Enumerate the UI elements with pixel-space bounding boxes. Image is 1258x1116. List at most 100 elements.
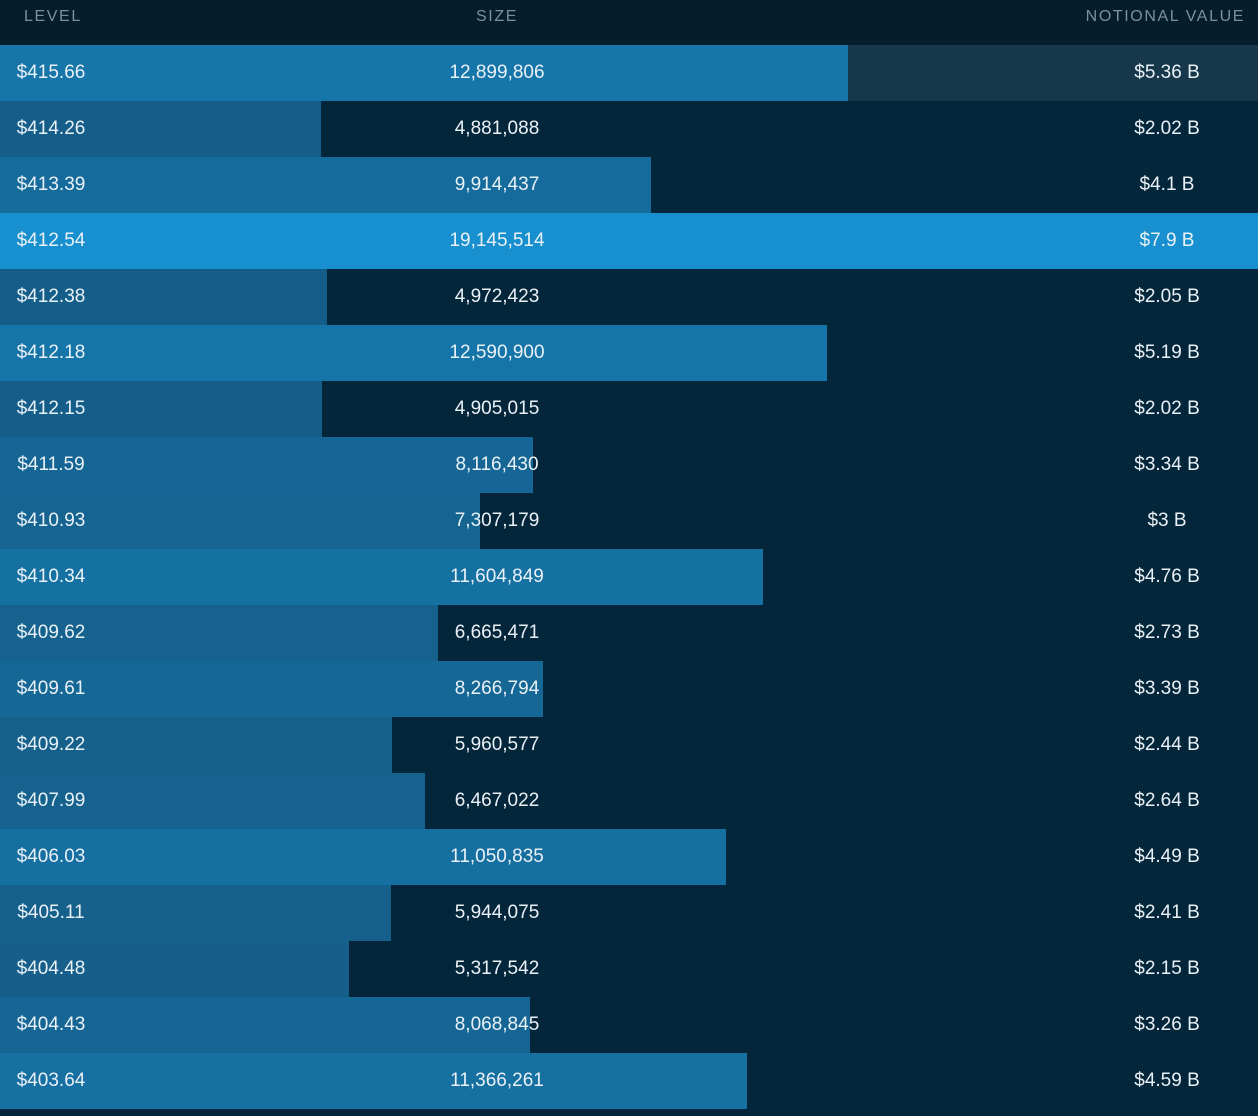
table-row[interactable]: $409.22 5,960,577 $2.44 B: [0, 717, 1258, 773]
size-cell: 11,050,835: [450, 846, 544, 867]
table-row[interactable]: $409.62 6,665,471 $2.73 B: [0, 605, 1258, 661]
notional-value-cell: $2.73 B: [1134, 622, 1200, 643]
table-row[interactable]: $404.43 8,068,845 $3.26 B: [0, 997, 1258, 1053]
level-cell: $415.66: [16, 62, 86, 83]
size-cell: 5,944,075: [454, 902, 540, 923]
size-depth-bar: [0, 381, 322, 437]
level-cell: $406.03: [16, 846, 86, 867]
table-row[interactable]: $412.38 4,972,423 $2.05 B: [0, 269, 1258, 325]
table-row[interactable]: $414.26 4,881,088 $2.02 B: [0, 101, 1258, 157]
level-cell: $411.59: [17, 454, 85, 475]
level-cell: $412.18: [16, 342, 86, 363]
table-header: LEVEL SIZE NOTIONAL VALUE: [0, 0, 1258, 45]
size-cell: 7,307,179: [454, 510, 540, 531]
size-depth-bar: [0, 773, 425, 829]
table-body: $415.66 12,899,806 $5.36 B $414.26 4,881,088…: [0, 45, 1258, 1109]
notional-value-cell: $5.36 B: [1134, 62, 1200, 83]
notional-value-cell: $3.39 B: [1134, 678, 1200, 699]
column-header-notional-value[interactable]: NOTIONAL VALUE: [1085, 8, 1245, 25]
level-cell: $409.22: [16, 734, 86, 755]
size-depth-bar: [0, 717, 392, 773]
table-row[interactable]: $405.11 5,944,075 $2.41 B: [0, 885, 1258, 941]
size-depth-bar: [0, 101, 321, 157]
notional-value-cell: $2.44 B: [1134, 734, 1200, 755]
level-cell: $414.26: [16, 118, 86, 139]
size-cell: 8,266,794: [454, 678, 540, 699]
table-row[interactable]: $415.66 12,899,806 $5.36 B: [0, 45, 1258, 101]
level-cell: $412.38: [16, 286, 86, 307]
size-depth-bar: [0, 997, 530, 1053]
notional-value-cell: $2.02 B: [1134, 398, 1200, 419]
size-cell: 6,467,022: [454, 790, 540, 811]
table-row[interactable]: $410.34 11,604,849 $4.76 B: [0, 549, 1258, 605]
notional-value-cell: $4.59 B: [1134, 1070, 1200, 1091]
size-cell: 9,914,437: [454, 174, 540, 195]
size-cell: 4,881,088: [454, 118, 540, 139]
size-depth-bar: [0, 493, 480, 549]
table-row[interactable]: $409.61 8,266,794 $3.39 B: [0, 661, 1258, 717]
notional-value-cell: $2.64 B: [1134, 790, 1200, 811]
level-cell: $412.54: [16, 230, 86, 251]
table-row[interactable]: $403.64 11,366,261 $4.59 B: [0, 1053, 1258, 1109]
size-depth-bar: [0, 549, 763, 605]
notional-value-cell: $4.1 B: [1139, 174, 1195, 195]
table-row[interactable]: $412.54 19,145,514 $7.9 B: [0, 213, 1258, 269]
level-cell: $412.15: [16, 398, 86, 419]
level-cell: $413.39: [16, 174, 86, 195]
column-header-level[interactable]: LEVEL: [24, 8, 82, 25]
size-depth-bar: [0, 605, 438, 661]
size-depth-bar: [0, 269, 327, 325]
size-cell: 12,590,900: [449, 342, 545, 363]
notional-value-cell: $2.41 B: [1134, 902, 1200, 923]
table-row[interactable]: $411.59 8,116,430 $3.34 B: [0, 437, 1258, 493]
notional-value-cell: $7.9 B: [1139, 230, 1195, 251]
size-cell: 5,960,577: [454, 734, 540, 755]
notional-value-cell: $2.05 B: [1134, 286, 1200, 307]
notional-value-cell: $4.49 B: [1134, 846, 1200, 867]
size-cell: 12,899,806: [449, 62, 545, 83]
table-row[interactable]: $413.39 9,914,437 $4.1 B: [0, 157, 1258, 213]
table-row[interactable]: $404.48 5,317,542 $2.15 B: [0, 941, 1258, 997]
notional-value-cell: $3.34 B: [1134, 454, 1200, 475]
table-row[interactable]: $407.99 6,467,022 $2.64 B: [0, 773, 1258, 829]
column-header-size[interactable]: SIZE: [476, 8, 518, 25]
notional-value-cell: $2.02 B: [1134, 118, 1200, 139]
notional-value-cell: $4.76 B: [1134, 566, 1200, 587]
level-cell: $409.61: [16, 678, 86, 699]
table-row[interactable]: $410.93 7,307,179 $3 B: [0, 493, 1258, 549]
level-cell: $405.11: [17, 902, 85, 923]
size-depth-bar: [0, 661, 543, 717]
size-cell: 8,068,845: [454, 1014, 540, 1035]
level-cell: $404.43: [16, 1014, 86, 1035]
size-cell: 4,905,015: [454, 398, 540, 419]
level-cell: $410.93: [16, 510, 86, 531]
size-depth-bar: [0, 157, 651, 213]
size-depth-bar: [0, 45, 848, 101]
level-cell: $403.64: [16, 1070, 86, 1091]
level-cell: $407.99: [16, 790, 86, 811]
table-row[interactable]: $412.15 4,905,015 $2.02 B: [0, 381, 1258, 437]
size-depth-bar: [0, 325, 827, 381]
size-cell: 11,604,849: [450, 566, 544, 587]
size-depth-bar: [0, 1053, 747, 1109]
notional-value-cell: $2.15 B: [1134, 958, 1200, 979]
size-depth-bar: [0, 829, 726, 885]
level-cell: $409.62: [16, 622, 86, 643]
size-cell: 19,145,514: [449, 230, 545, 251]
notional-value-cell: $3.26 B: [1134, 1014, 1200, 1035]
notional-value-cell: $5.19 B: [1134, 342, 1200, 363]
size-depth-bar: [0, 437, 533, 493]
size-cell: 6,665,471: [454, 622, 540, 643]
size-cell: 5,317,542: [454, 958, 540, 979]
size-depth-bar: [0, 941, 349, 997]
notional-value-cell: $3 B: [1147, 510, 1187, 531]
size-depth-bar: [0, 885, 391, 941]
size-cell: 4,972,423: [454, 286, 540, 307]
size-cell: 8,116,430: [455, 454, 539, 475]
level-cell: $410.34: [16, 566, 86, 587]
table-row[interactable]: $406.03 11,050,835 $4.49 B: [0, 829, 1258, 885]
level-cell: $404.48: [16, 958, 86, 979]
size-depth-bar: [0, 213, 1258, 269]
table-row[interactable]: $412.18 12,590,900 $5.19 B: [0, 325, 1258, 381]
